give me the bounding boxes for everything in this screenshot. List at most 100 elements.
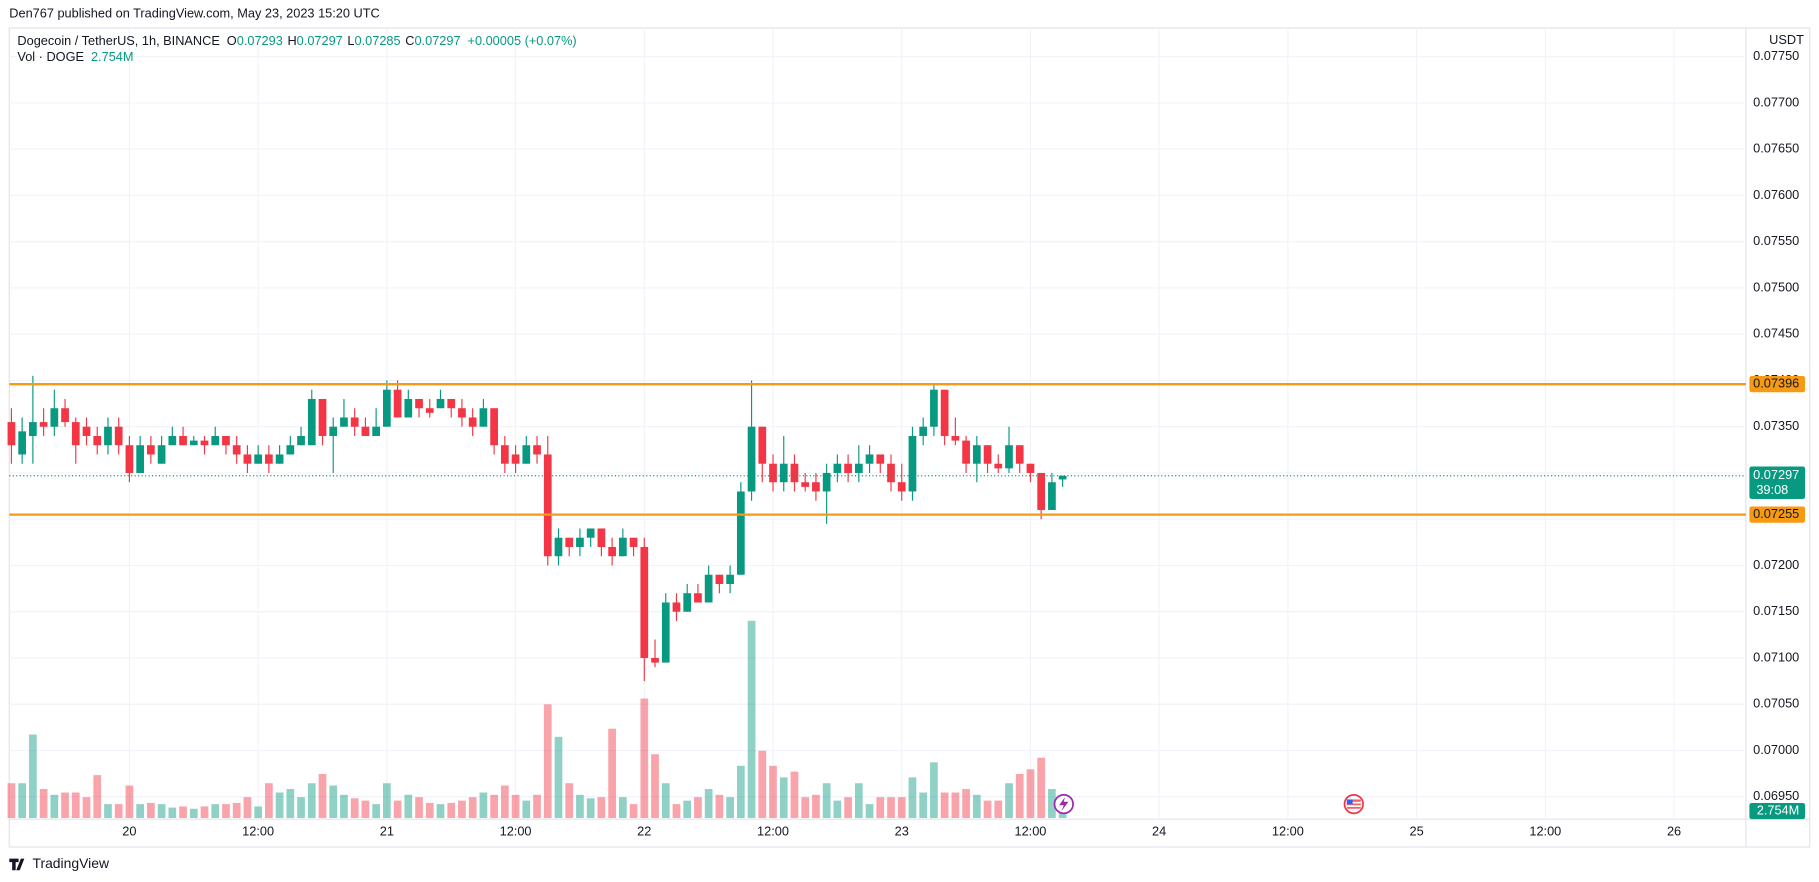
y-tick-label: 0.07600	[1753, 187, 1799, 202]
volume-bar	[168, 807, 177, 819]
volume-bar	[286, 789, 295, 819]
volume-bar	[1037, 757, 1046, 819]
x-tick-label: 24	[1152, 823, 1166, 838]
candle-body	[790, 463, 799, 483]
candle-body	[919, 426, 928, 436]
candle-body	[565, 537, 574, 547]
close-value: 0.07297	[414, 33, 460, 48]
volume-bar	[1026, 769, 1035, 819]
candle-body	[136, 445, 145, 473]
volume-bar	[758, 750, 767, 819]
volume-bar	[865, 804, 874, 819]
candle-body	[179, 435, 187, 446]
last-price-box	[1749, 466, 1806, 499]
volume-bar	[951, 792, 960, 819]
candle-body	[683, 593, 692, 612]
volume-bar	[683, 800, 692, 819]
currency: USDT	[1769, 32, 1804, 47]
candle-body	[458, 408, 466, 418]
candle-body	[147, 445, 155, 455]
y-tick-label: 0.07450	[1753, 326, 1799, 341]
volume-bar	[361, 800, 370, 819]
volume-bar	[265, 783, 273, 819]
candle-body	[844, 463, 852, 473]
last-price-label: 0.07297	[1753, 467, 1799, 482]
x-tick-label: 20	[122, 823, 136, 838]
legend-ohlc: Dogecoin / TetherUS, 1h, BINANCE O0.07293…	[17, 33, 576, 48]
volume-bar	[736, 765, 745, 819]
candle-body	[586, 528, 595, 538]
volume-bar	[18, 783, 27, 819]
level-label-box	[1749, 376, 1806, 393]
y-tick-label: 0.07150	[1753, 603, 1799, 618]
candle-body	[1037, 472, 1046, 510]
candle-body	[651, 657, 659, 663]
volume-bar	[533, 794, 541, 819]
candle-body	[329, 426, 338, 436]
candle-body	[951, 435, 960, 441]
volume-bar	[50, 794, 59, 819]
y-tick-label: 0.07700	[1753, 94, 1799, 109]
candle-body	[822, 472, 831, 492]
volume-bar	[887, 797, 895, 819]
high-key: H	[287, 33, 296, 48]
volume-bar	[618, 797, 627, 819]
volume-bar	[211, 804, 220, 819]
volume-bar	[297, 797, 305, 819]
volume-bar	[554, 736, 563, 819]
volume-bar	[254, 806, 262, 819]
candle-body	[608, 546, 616, 557]
symbol: Dogecoin / TetherUS, 1h, BINANCE	[17, 33, 219, 48]
candle-body	[661, 602, 670, 663]
volume-bar	[329, 785, 338, 819]
volume-bar	[511, 794, 520, 819]
events-icon[interactable]	[1053, 793, 1074, 815]
volume-bar	[104, 804, 112, 819]
candle-body	[265, 454, 273, 464]
volume-bar	[7, 783, 16, 819]
candle-body	[61, 408, 69, 423]
economic-event-icon[interactable]	[1343, 793, 1364, 815]
candle-body	[972, 445, 981, 464]
candle-body	[447, 398, 456, 409]
candle-body	[275, 454, 284, 464]
candle-body	[425, 408, 434, 413]
candle-body	[930, 389, 938, 427]
volume-bar	[640, 698, 649, 819]
y-tick-label: 0.06950	[1753, 788, 1799, 803]
volume-bar	[500, 785, 509, 819]
x-tick-label: 12:00	[1529, 823, 1561, 838]
x-tick-label: 12:00	[1272, 823, 1304, 838]
candle-body	[200, 440, 209, 446]
candle-body	[1058, 475, 1067, 480]
x-tick-label: 22	[637, 823, 651, 838]
volume-bar	[715, 794, 724, 819]
volume-bar	[833, 800, 842, 819]
candle-body	[576, 537, 584, 547]
volume-bar	[854, 783, 863, 819]
candle-body	[222, 435, 230, 446]
candle-body	[694, 593, 702, 603]
candle-body	[232, 445, 241, 455]
volume-bar	[39, 789, 48, 819]
volume-bar	[243, 797, 252, 819]
candle-body	[1005, 445, 1013, 469]
candle-body	[747, 426, 756, 492]
candle-body	[897, 482, 906, 492]
volume-bar	[661, 783, 670, 819]
candle-body	[908, 435, 917, 492]
candle-body	[7, 422, 16, 446]
volume-name: Vol · DOGE	[17, 50, 84, 65]
candles	[7, 375, 1067, 682]
candle-body	[82, 426, 91, 436]
volume-bar	[393, 800, 402, 819]
volume-bar	[275, 792, 284, 819]
volume-bar	[983, 800, 992, 819]
volume-label-box	[1749, 802, 1806, 820]
low-key: L	[347, 33, 354, 48]
volume-bar	[125, 785, 134, 819]
volume-bar	[189, 808, 198, 819]
y-tick-label: 0.07200	[1753, 557, 1799, 572]
countdown: 39:08	[1756, 482, 1788, 497]
